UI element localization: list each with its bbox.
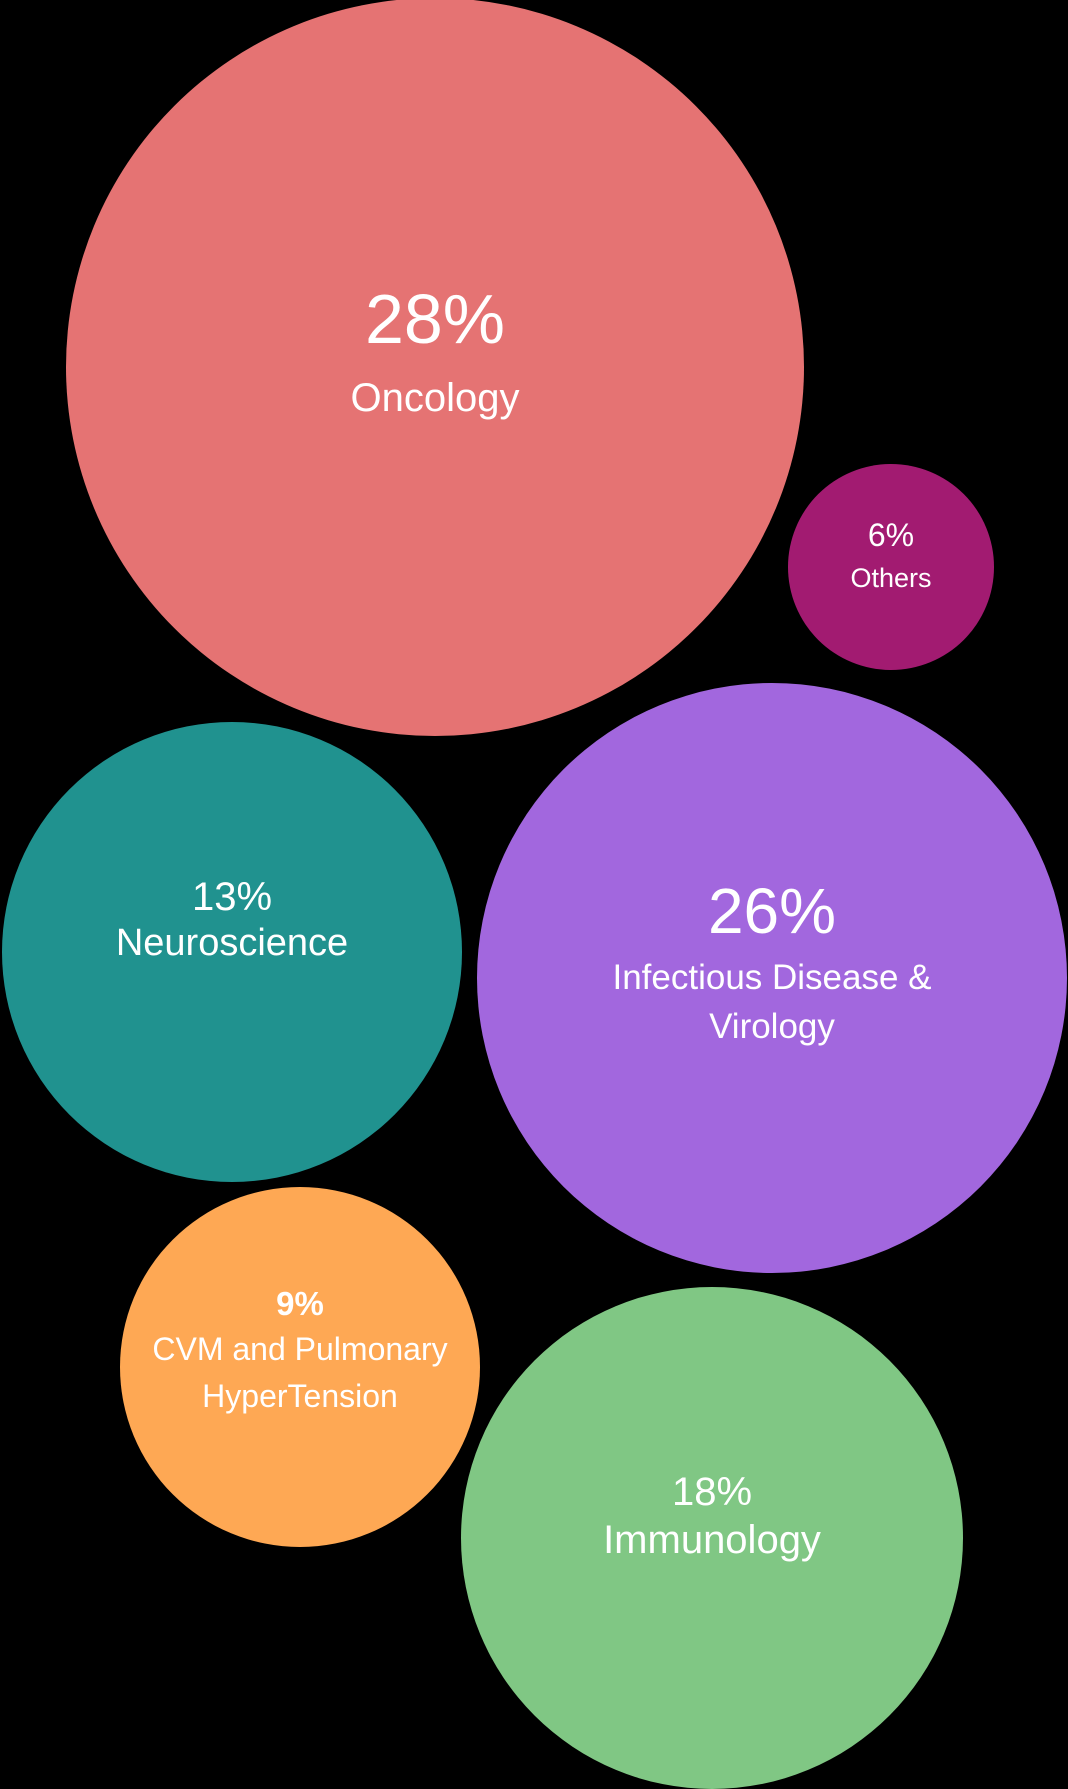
bubble-label: Neuroscience xyxy=(115,922,349,965)
bubble-percent: 13% xyxy=(191,875,273,920)
bubble-infectious-disease: 26% Infectious Disease & Virology xyxy=(477,683,1067,1273)
bubble-label-line1: Infectious Disease & xyxy=(612,957,932,997)
bubble-label-line2: HyperTension xyxy=(202,1378,398,1415)
bubble-percent: 28% xyxy=(364,279,506,358)
bubble-label-line2: Virology xyxy=(709,1007,835,1047)
bubble-percent: 6% xyxy=(867,516,915,553)
bubble-label: Others xyxy=(850,563,932,594)
bubble-cvm-pulmonary: 9% CVM and Pulmonary HyperTension xyxy=(120,1187,480,1547)
bubble-neuroscience: 13% Neuroscience xyxy=(2,722,462,1182)
bubble-label-line1: CVM and Pulmonary xyxy=(152,1330,448,1367)
bubble-others: 6% Others xyxy=(788,464,994,670)
bubble-percent: 18% xyxy=(671,1470,753,1514)
bubble-label: Oncology xyxy=(350,375,520,420)
bubble-percent: 26% xyxy=(707,875,837,948)
bubble-immunology: 18% Immunology xyxy=(461,1287,963,1789)
bubble-percent: 9% xyxy=(276,1285,324,1323)
bubble-label: Immunology xyxy=(603,1518,821,1562)
bubble-oncology: 28% Oncology xyxy=(66,0,804,736)
